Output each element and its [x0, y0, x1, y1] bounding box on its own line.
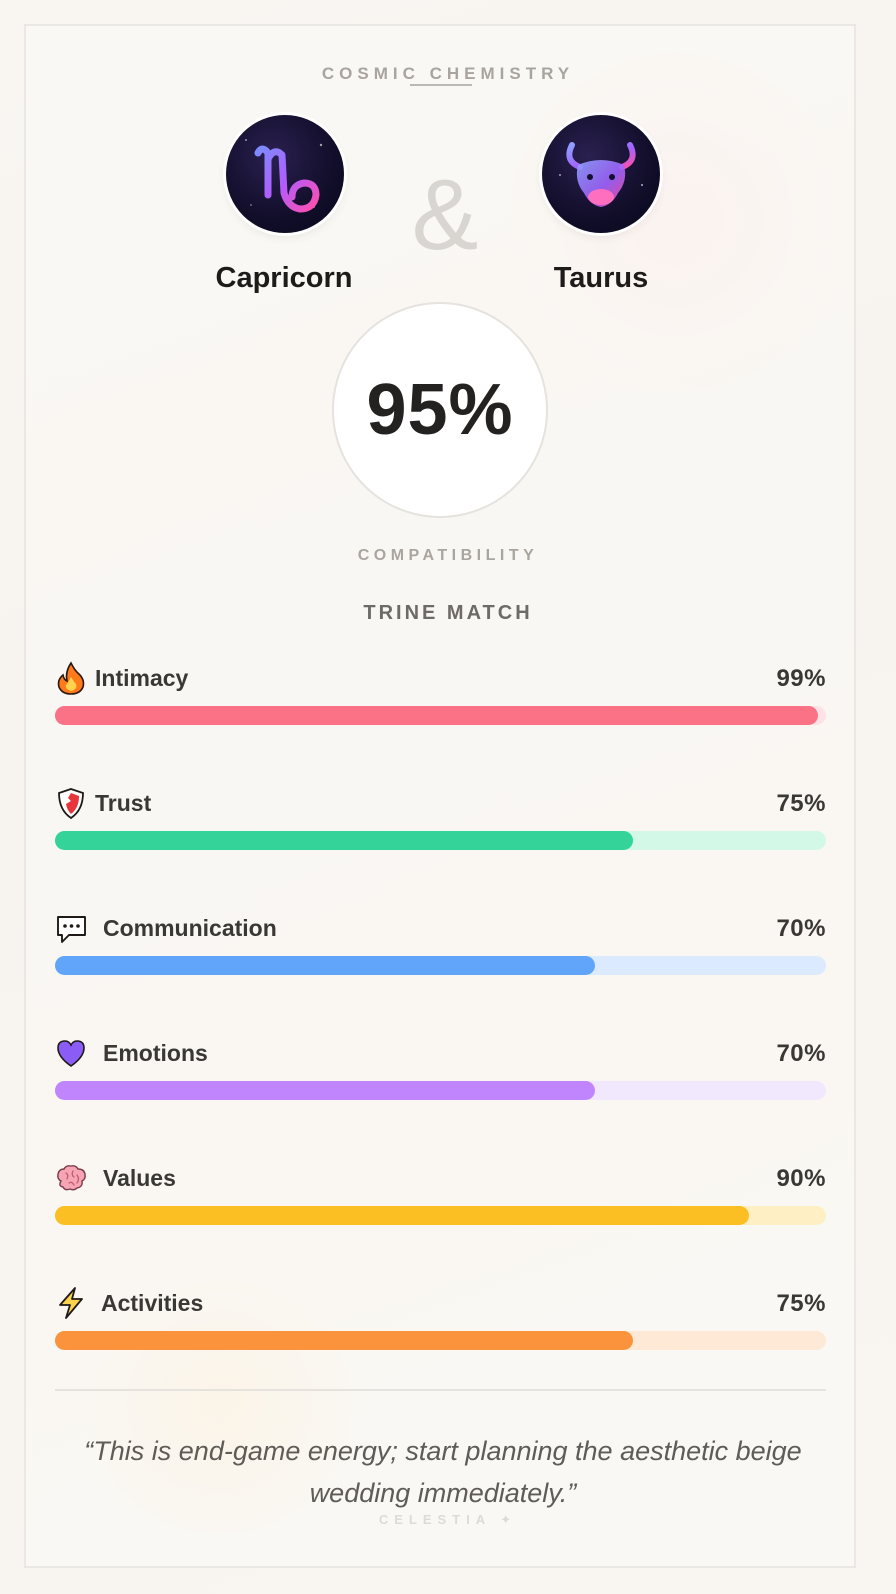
metric-fill — [55, 956, 595, 975]
metric-communication: Communication 70% — [55, 911, 826, 991]
left-sign-name: Capricorn — [215, 262, 353, 294]
metric-value: 70% — [776, 1040, 826, 1067]
score-label: COMPATIBILITY — [357, 547, 539, 564]
metric-track — [55, 1331, 826, 1350]
metric-track — [55, 1081, 826, 1100]
metric-intimacy: Intimacy 99% — [55, 661, 826, 741]
metric-track — [55, 1206, 826, 1225]
metric-value: 75% — [776, 790, 826, 817]
metric-value: 75% — [776, 1290, 826, 1317]
eyebrow-underline — [410, 84, 472, 86]
capricorn-glyph-icon — [245, 139, 323, 213]
lightning-icon — [59, 1287, 83, 1319]
heart-icon — [57, 1040, 85, 1067]
header-eyebrow: COSMIC CHEMISTRY — [321, 64, 575, 83]
metric-trust: Trust 75% — [55, 786, 826, 866]
metric-emotions: Emotions 70% — [55, 1036, 826, 1116]
metric-label: Activities — [101, 1290, 204, 1316]
compatibility-card — [24, 24, 856, 1568]
shield-icon — [58, 788, 84, 820]
metric-fill — [55, 1081, 595, 1100]
metric-fill — [55, 706, 819, 725]
metric-label: Communication — [103, 915, 277, 941]
metric-label: Intimacy — [95, 665, 189, 691]
metric-values: Values 90% — [55, 1161, 826, 1241]
metric-activities: Activities 75% — [55, 1286, 826, 1366]
metric-fill — [55, 1331, 634, 1350]
brain-icon — [57, 1165, 86, 1191]
bull-head-icon — [559, 142, 644, 207]
metric-value: 99% — [776, 665, 826, 692]
metric-fill — [55, 1206, 749, 1225]
metric-label: Trust — [95, 790, 152, 816]
section-divider — [55, 1389, 826, 1391]
capricorn-avatar — [226, 115, 344, 233]
metric-label: Values — [103, 1165, 176, 1191]
metric-track — [55, 706, 826, 725]
flame-icon — [57, 661, 85, 695]
score-circle: 95% — [332, 302, 548, 518]
metric-label: Emotions — [103, 1040, 208, 1066]
brand-watermark: CELESTIA ✦ — [378, 1512, 518, 1527]
ampersand-connector: & — [411, 159, 479, 271]
taurus-avatar — [542, 115, 660, 233]
metric-value: 90% — [776, 1165, 826, 1192]
metric-track — [55, 831, 826, 850]
compatibility-score: 95% — [366, 370, 514, 450]
speech-bubble-icon — [57, 916, 86, 943]
metric-track — [55, 956, 826, 975]
match-type: TRINE MATCH — [363, 602, 533, 624]
right-sign-name: Taurus — [553, 262, 649, 294]
metric-value: 70% — [776, 915, 826, 942]
compatibility-quote: “This is end-game energy; start planning… — [84, 1436, 802, 1508]
metric-fill — [55, 831, 634, 850]
